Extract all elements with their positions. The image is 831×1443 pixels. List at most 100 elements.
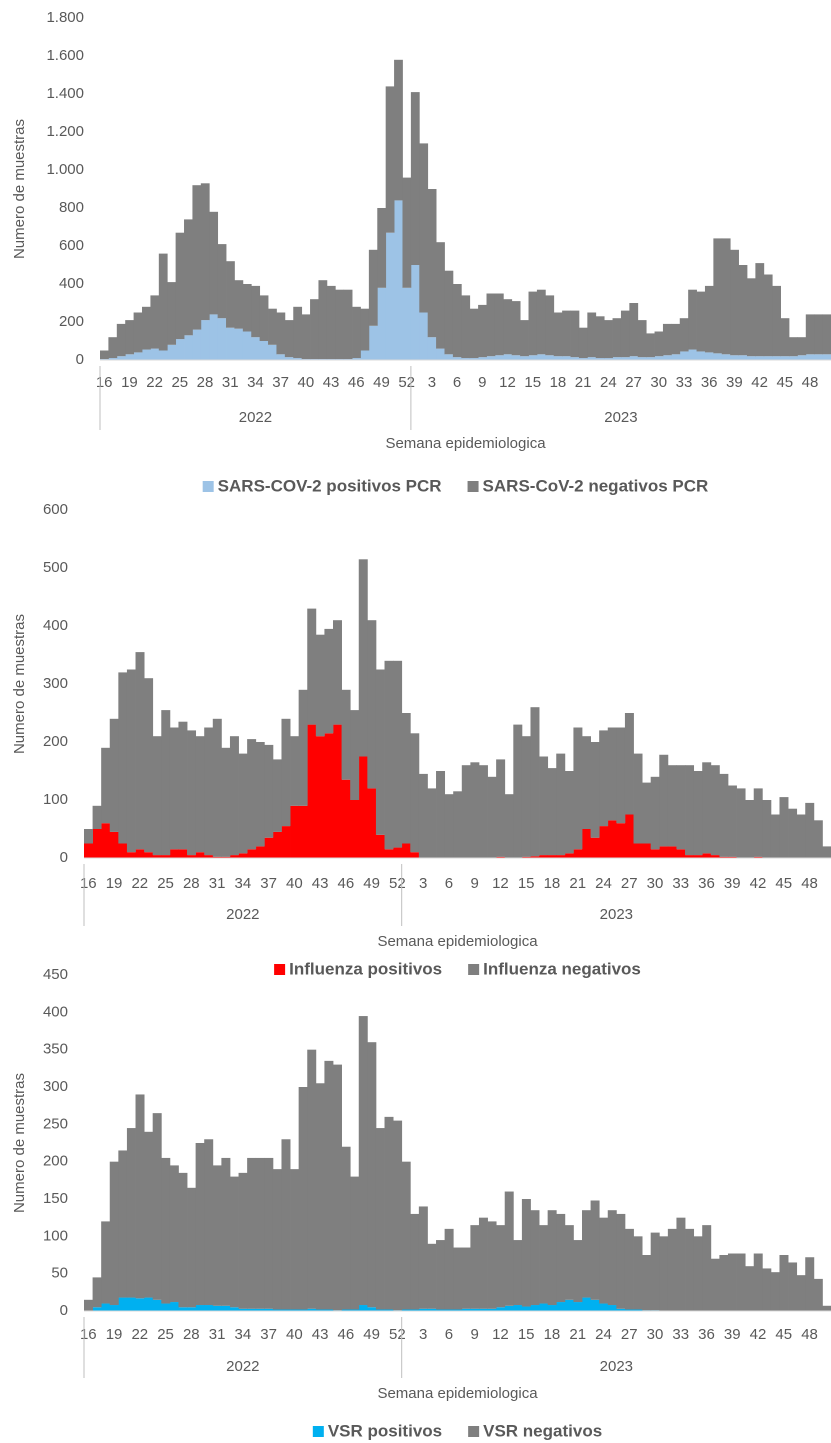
bar [654, 356, 664, 360]
bar [385, 86, 395, 233]
bar [564, 1225, 574, 1300]
y-tick-label: 0 [60, 1302, 68, 1319]
bar [184, 219, 193, 336]
bar [436, 1240, 446, 1310]
bar [135, 1298, 145, 1311]
bar [178, 849, 188, 858]
y-tick-label: 200 [43, 733, 68, 750]
bar [642, 782, 652, 844]
bar [755, 263, 765, 357]
bar [504, 1191, 514, 1306]
bar [545, 295, 555, 356]
x-tick-label: 31 [222, 374, 239, 391]
bar [486, 293, 496, 357]
bar [358, 1016, 368, 1306]
bar [599, 730, 609, 827]
bar [633, 1309, 643, 1311]
bar [503, 299, 513, 355]
bar [393, 660, 403, 848]
bar [444, 1309, 454, 1311]
bar [144, 1297, 154, 1311]
bar [556, 1213, 566, 1303]
bar [746, 278, 756, 357]
bar [573, 1240, 583, 1303]
bar [650, 776, 660, 850]
bar [152, 855, 162, 858]
bar [633, 1236, 643, 1310]
bar [573, 1302, 583, 1311]
bar [616, 1213, 626, 1309]
bar [738, 265, 748, 356]
bar [352, 306, 361, 359]
legend-label: Influenza negativos [483, 959, 641, 978]
bar [341, 1146, 351, 1310]
bar [704, 352, 714, 360]
bar [195, 736, 205, 853]
x-tick-label: 18 [550, 374, 567, 391]
x-tick-label: 19 [106, 1326, 123, 1343]
bar [719, 773, 729, 857]
bar [547, 768, 557, 856]
x-tick-label: 28 [183, 875, 200, 892]
bar [822, 1305, 831, 1311]
bar [161, 1157, 171, 1304]
bar [315, 634, 325, 737]
x-tick-label: 45 [775, 1326, 792, 1343]
bar [520, 320, 529, 357]
bar [797, 355, 807, 360]
bar [667, 1228, 677, 1311]
bar [290, 1309, 300, 1311]
x-tick-label: 18 [544, 875, 561, 892]
bar [238, 1308, 248, 1311]
bar [504, 1305, 514, 1311]
chart: 0 100 200 300 400 500 600 Numero de muestras 16 1… [11, 501, 831, 978]
bar [377, 287, 387, 360]
x-tick-label: 24 [595, 1326, 612, 1343]
bar [367, 1042, 377, 1308]
bar [116, 356, 126, 360]
bar [667, 846, 677, 858]
bar [822, 846, 831, 858]
bar [384, 1309, 394, 1311]
bar [310, 299, 319, 360]
x-tick-label: 31 [209, 875, 226, 892]
bar [419, 143, 429, 313]
bar [659, 754, 669, 847]
x-tick-label: 30 [647, 875, 664, 892]
bar [688, 289, 697, 350]
bar [637, 357, 647, 360]
bar [307, 724, 317, 858]
bar [118, 1297, 128, 1311]
x-group-label: 2022 [239, 409, 272, 426]
bar [494, 355, 504, 360]
bar [813, 1278, 823, 1311]
bar [650, 849, 660, 858]
bar [367, 788, 377, 858]
bar [234, 280, 244, 329]
x-tick-label: 30 [647, 1326, 664, 1343]
y-tick-label: 200 [43, 1153, 68, 1170]
x-tick-label: 45 [776, 374, 793, 391]
legend-label: Influenza positivos [289, 959, 442, 978]
bar [444, 354, 454, 360]
bar [536, 289, 546, 355]
bar [358, 756, 368, 858]
bar [384, 1116, 394, 1310]
bar [169, 1302, 179, 1311]
bar [570, 357, 580, 360]
bar [607, 1210, 617, 1306]
x-tick-label: 15 [518, 1326, 535, 1343]
bar [487, 1221, 497, 1309]
bar [375, 669, 385, 835]
y-tick-label: 100 [43, 791, 68, 808]
bar [221, 1157, 231, 1306]
bar [92, 805, 102, 829]
y-tick-label: 600 [59, 237, 84, 254]
bar [564, 771, 574, 854]
bar [513, 1305, 523, 1311]
bar [360, 350, 370, 360]
bar [662, 323, 672, 356]
bar [671, 323, 681, 355]
bar [763, 274, 773, 357]
bar [192, 329, 202, 360]
